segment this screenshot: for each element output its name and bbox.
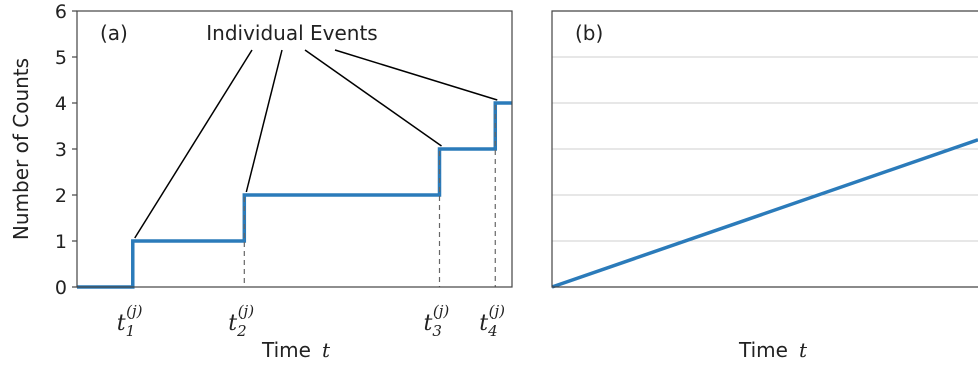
event-time-base: t <box>228 311 237 336</box>
panel-a-x-axis-label: Time t <box>261 338 331 362</box>
x-axis-label-text: Time <box>738 338 788 362</box>
y-tick-label: 2 <box>55 185 67 207</box>
event-time-subscript: 4 <box>487 322 498 340</box>
panel-b-label: (b) <box>575 21 603 45</box>
event-time-subscript: 1 <box>126 322 136 340</box>
annotation-text: Individual Events <box>206 21 377 45</box>
linear-series-line <box>551 138 978 289</box>
event-time-superscript: (j) <box>489 302 506 320</box>
y-tick-label: 1 <box>55 231 67 253</box>
annotation-pointer-line <box>304 49 442 147</box>
y-tick-label: 0 <box>55 277 67 299</box>
panel-b-series <box>551 138 978 289</box>
event-time-label: t1 (j) <box>117 302 143 340</box>
y-tick-label: 6 <box>55 1 67 23</box>
event-time-subscript: 2 <box>236 322 247 340</box>
panel-a-y-ticks: 0 1 2 3 4 5 6 <box>55 1 77 299</box>
panel-a-annotation-lines <box>134 49 498 239</box>
event-time-label: t4 (j) <box>479 302 505 340</box>
event-time-superscript: (j) <box>238 302 255 320</box>
panel-a-series <box>77 101 512 289</box>
event-time-base: t <box>117 311 126 336</box>
event-time-base: t <box>479 311 488 336</box>
panel-a-axes-frame <box>76 10 513 288</box>
panel-b-x-axis-label: Time t <box>738 338 808 362</box>
panel-b-axes-spines <box>551 10 978 288</box>
y-tick-label: 5 <box>55 47 67 69</box>
panel-a-x-tick-labels: t1(j) t2(j) t3(j) t4(j) <box>117 302 505 340</box>
panel-a-event-dashes <box>243 105 496 287</box>
x-axis-label-var: t <box>322 338 331 362</box>
panel-a-label: (a) <box>100 21 128 45</box>
y-tick-label: 3 <box>55 139 67 161</box>
annotation-pointer-line <box>334 49 498 101</box>
step-series-line <box>77 101 512 289</box>
panel-b: (b) Time t <box>551 10 978 362</box>
panel-a-y-axis-label: Number of Counts <box>9 58 33 240</box>
annotation-pointer-line <box>245 49 283 193</box>
annotation-pointer-line <box>134 49 253 239</box>
event-time-subscript: 3 <box>432 322 442 340</box>
event-time-superscript: (j) <box>126 302 143 320</box>
event-time-base: t <box>424 311 433 336</box>
panel-b-gridlines <box>552 56 978 242</box>
y-tick-label: 4 <box>55 93 67 115</box>
x-axis-label-text: Time <box>261 338 311 362</box>
event-time-label: t3 (j) <box>424 302 450 340</box>
x-axis-label-var: t <box>799 338 808 362</box>
event-time-superscript: (j) <box>433 302 450 320</box>
event-time-label: t2 (j) <box>228 302 254 340</box>
